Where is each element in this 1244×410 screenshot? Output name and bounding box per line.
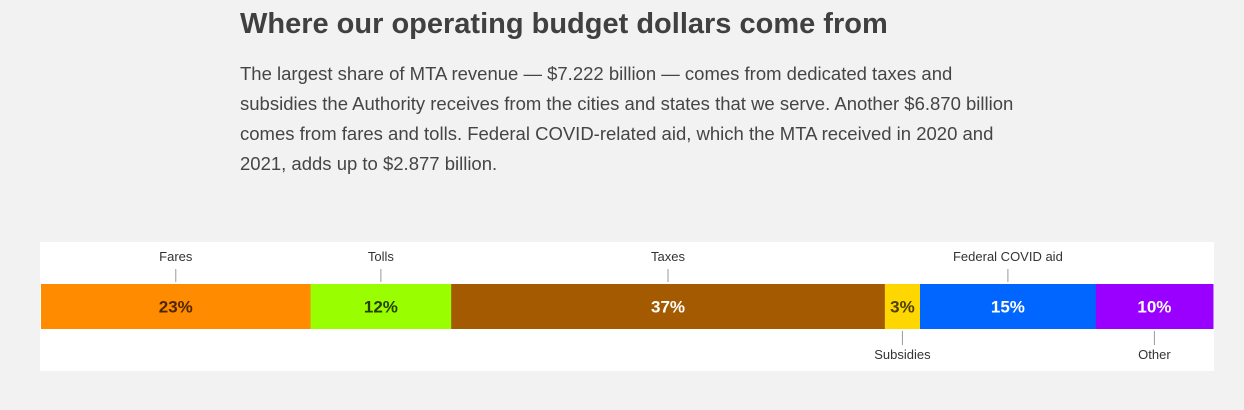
percent-label-tolls: 12% [364,298,398,317]
intro-paragraph: The largest share of MTA revenue — $7.22… [240,63,1014,174]
percent-label-federal-covid-aid: 15% [991,298,1025,317]
bar-segment-fares [41,284,312,329]
percent-label-subsidies: 3% [890,298,915,317]
bar-segment-federal-covid-aid [920,284,1097,329]
bar-segment-tolls [310,284,452,329]
bar-segment-taxes [451,284,886,329]
bar-segment-other [1095,284,1214,329]
page-title: Where our operating budget dollars come … [240,8,888,40]
category-label-fares: Fares [159,249,193,264]
percent-label-other: 10% [1137,298,1171,317]
revenue-stacked-bar-chart: 23% Fares 12% Tolls 37% Taxes 3% Subsidies 15% Fe… [41,249,1214,362]
category-label-subsidies: Subsidies [874,347,931,362]
segment-labels: 23% Fares 12% Tolls 37% Taxes 3% Subsidies 15% Fe… [159,249,1172,362]
category-label-federal-covid-aid: Federal COVID aid [953,249,1063,264]
revenue-chart-panel: 23% Fares 12% Tolls 37% Taxes 3% Subsidies 15% Fe… [40,242,1214,371]
bar-segment-subsidies [884,284,921,329]
category-label-tolls: Tolls [368,249,395,264]
percent-label-fares: 23% [159,298,193,317]
category-label-other: Other [1138,347,1171,362]
category-label-taxes: Taxes [651,249,685,264]
bar-segments [41,284,1214,329]
percent-label-taxes: 37% [651,298,685,317]
